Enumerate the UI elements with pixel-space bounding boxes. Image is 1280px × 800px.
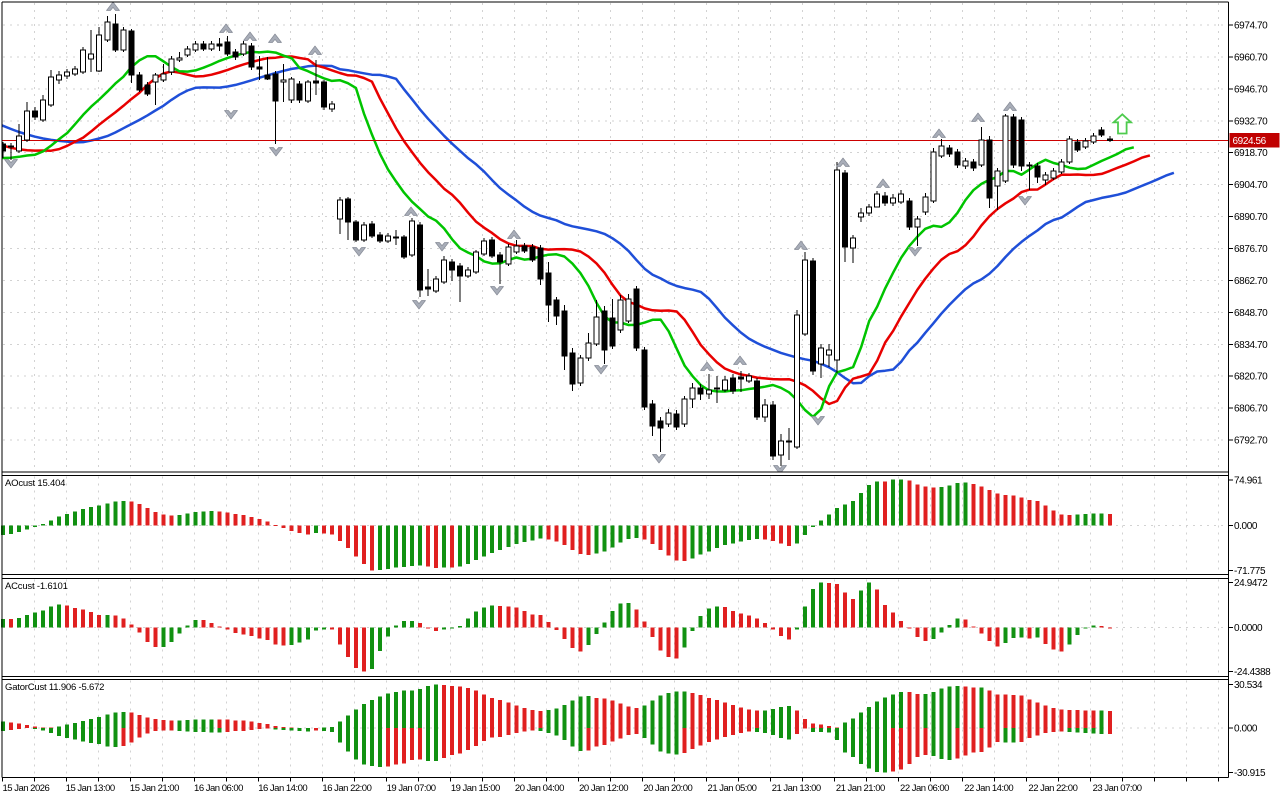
svg-text:21 Jan 13:00: 21 Jan 13:00: [772, 783, 821, 794]
svg-text:6946.70: 6946.70: [1234, 84, 1268, 95]
svg-text:GatorCust 11.906 -5.672: GatorCust 11.906 -5.672: [5, 682, 104, 693]
svg-text:19 Jan 07:00: 19 Jan 07:00: [387, 783, 436, 794]
svg-text:6890.70: 6890.70: [1234, 212, 1268, 223]
svg-text:6876.70: 6876.70: [1234, 244, 1268, 255]
svg-text:15 Jan 13:00: 15 Jan 13:00: [66, 783, 115, 794]
svg-text:6904.70: 6904.70: [1234, 180, 1268, 191]
svg-text:6806.70: 6806.70: [1234, 404, 1268, 415]
svg-text:19 Jan 15:00: 19 Jan 15:00: [451, 783, 500, 794]
svg-text:22 Jan 14:00: 22 Jan 14:00: [964, 783, 1013, 794]
svg-text:6932.70: 6932.70: [1234, 116, 1268, 127]
svg-text:20 Jan 12:00: 20 Jan 12:00: [579, 783, 628, 794]
svg-text:6918.70: 6918.70: [1234, 148, 1268, 159]
svg-text:16 Jan 06:00: 16 Jan 06:00: [194, 783, 243, 794]
svg-text:74.961: 74.961: [1234, 476, 1263, 487]
svg-text:0.000: 0.000: [1234, 521, 1258, 532]
svg-text:15 Jan 21:00: 15 Jan 21:00: [130, 783, 179, 794]
svg-text:22 Jan 22:00: 22 Jan 22:00: [1028, 783, 1077, 794]
svg-text:-24.4388: -24.4388: [1234, 667, 1271, 678]
svg-text:6834.70: 6834.70: [1234, 340, 1268, 351]
svg-text:6974.70: 6974.70: [1234, 21, 1268, 32]
svg-text:16 Jan 22:00: 16 Jan 22:00: [322, 783, 371, 794]
svg-text:0.0000: 0.0000: [1234, 623, 1263, 634]
svg-text:6862.70: 6862.70: [1234, 276, 1268, 287]
svg-text:30.534: 30.534: [1234, 680, 1263, 691]
svg-text:6820.70: 6820.70: [1234, 372, 1268, 383]
svg-text:23 Jan 07:00: 23 Jan 07:00: [1093, 783, 1142, 794]
svg-text:24.9472: 24.9472: [1234, 578, 1268, 589]
svg-text:0.000: 0.000: [1234, 724, 1258, 735]
svg-text:6960.70: 6960.70: [1234, 52, 1268, 63]
svg-text:-71.775: -71.775: [1234, 566, 1266, 577]
svg-text:6848.70: 6848.70: [1234, 308, 1268, 319]
svg-text:AOcust 15.404: AOcust 15.404: [5, 478, 65, 489]
svg-text:20 Jan 20:00: 20 Jan 20:00: [643, 783, 692, 794]
svg-text:-30.915: -30.915: [1234, 768, 1266, 779]
svg-text:21 Jan 05:00: 21 Jan 05:00: [708, 783, 757, 794]
svg-text:20 Jan 04:00: 20 Jan 04:00: [515, 783, 564, 794]
svg-text:6792.70: 6792.70: [1234, 436, 1268, 447]
svg-text:15 Jan 2026: 15 Jan 2026: [3, 783, 50, 794]
svg-text:21 Jan 21:00: 21 Jan 21:00: [836, 783, 885, 794]
svg-text:ACcust -1.6101: ACcust -1.6101: [5, 581, 68, 592]
svg-text:16 Jan 14:00: 16 Jan 14:00: [258, 783, 307, 794]
svg-text:22 Jan 06:00: 22 Jan 06:00: [900, 783, 949, 794]
svg-text:6924.56: 6924.56: [1233, 136, 1267, 147]
